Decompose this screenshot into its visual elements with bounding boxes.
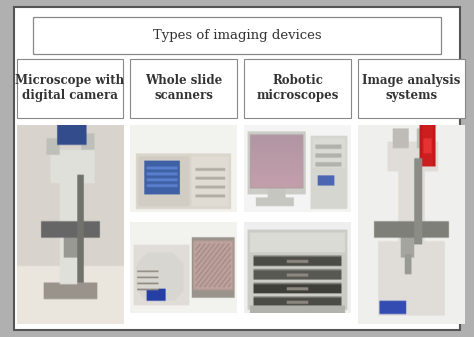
Text: Types of imaging devices: Types of imaging devices <box>153 29 321 42</box>
Bar <box>130 59 237 118</box>
Text: Whole slide
scanners: Whole slide scanners <box>145 74 222 102</box>
Bar <box>33 17 441 54</box>
Bar <box>244 59 351 118</box>
Text: Microscope with
digital camera: Microscope with digital camera <box>15 74 125 102</box>
Text: Image analysis
systems: Image analysis systems <box>362 74 460 102</box>
Bar <box>17 59 123 118</box>
Text: Robotic
microscopes: Robotic microscopes <box>256 74 338 102</box>
Bar <box>358 59 465 118</box>
